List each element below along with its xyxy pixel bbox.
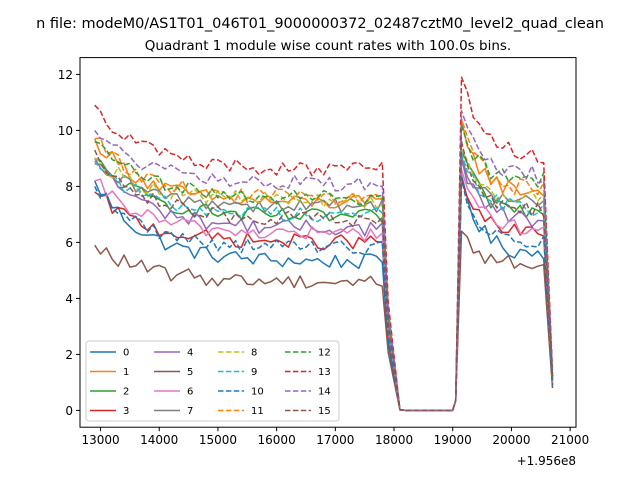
legend-label-4: 4: [187, 348, 193, 359]
x-tick-label: 18000: [375, 433, 413, 447]
legend-label-11: 11: [251, 406, 264, 417]
y-tick-label: 8: [65, 180, 73, 194]
series-line-15: [94, 140, 554, 412]
legend-label-3: 3: [123, 406, 129, 417]
legend-label-5: 5: [187, 367, 193, 378]
legend-label-1: 1: [123, 367, 129, 378]
series-line-11: [94, 118, 554, 412]
x-tick-label: 13000: [81, 433, 119, 447]
x-tick-label: 16000: [258, 433, 296, 447]
legend-label-0: 0: [123, 348, 129, 359]
legend-label-2: 2: [123, 387, 129, 398]
y-tick-label: 4: [65, 292, 73, 306]
series-line-3: [94, 180, 554, 412]
legend-label-10: 10: [251, 387, 264, 398]
figure-suptitle: n file: modeM0/AS1T01_046T01_9000000372_…: [36, 16, 604, 32]
legend-label-12: 12: [318, 348, 331, 359]
plot-area: 13000 14000 15000 16000 17000 18000 19000 20000…: [58, 57, 589, 468]
x-tick-label: 21000: [551, 433, 589, 447]
series-line-1: [94, 118, 554, 412]
legend-label-6: 6: [187, 387, 193, 398]
series-line-12: [94, 124, 554, 412]
y-tick-label: 10: [58, 124, 73, 138]
series-line-10: [94, 177, 554, 412]
series-line-6: [94, 168, 554, 412]
legend-label-13: 13: [318, 367, 331, 378]
x-tick-label: 17000: [316, 433, 354, 447]
y-tick-label: 2: [65, 348, 73, 362]
series-line-2: [94, 149, 554, 412]
chart-title: Quadrant 1 module wise count rates with …: [145, 38, 511, 54]
x-axis: 13000 14000 15000 16000 17000 18000 19000 20000…: [81, 427, 589, 447]
y-axis: 0 2 4 6 8 10 12: [58, 68, 80, 418]
legend-label-14: 14: [318, 387, 331, 398]
x-tick-label: 15000: [199, 433, 237, 447]
legend-label-15: 15: [318, 406, 331, 417]
x-tick-label: 14000: [140, 433, 178, 447]
legend-frame: [85, 340, 340, 422]
series-layer: [94, 76, 554, 412]
y-tick-label: 6: [65, 236, 73, 250]
legend-label-8: 8: [251, 348, 257, 359]
x-tick-label: 19000: [434, 433, 472, 447]
legend-label-9: 9: [251, 367, 257, 378]
series-line-14: [94, 110, 554, 412]
y-tick-label: 12: [58, 68, 73, 82]
x-axis-offset-label: +1.956e8: [517, 454, 576, 468]
legend-label-7: 7: [187, 406, 193, 417]
series-line-5: [94, 230, 554, 412]
series-line-8: [94, 149, 554, 412]
series-line-9: [94, 152, 554, 412]
series-line-13: [94, 76, 554, 412]
y-tick-label: 0: [65, 404, 73, 418]
series-line-0: [94, 174, 554, 412]
x-tick-label: 20000: [492, 433, 530, 447]
